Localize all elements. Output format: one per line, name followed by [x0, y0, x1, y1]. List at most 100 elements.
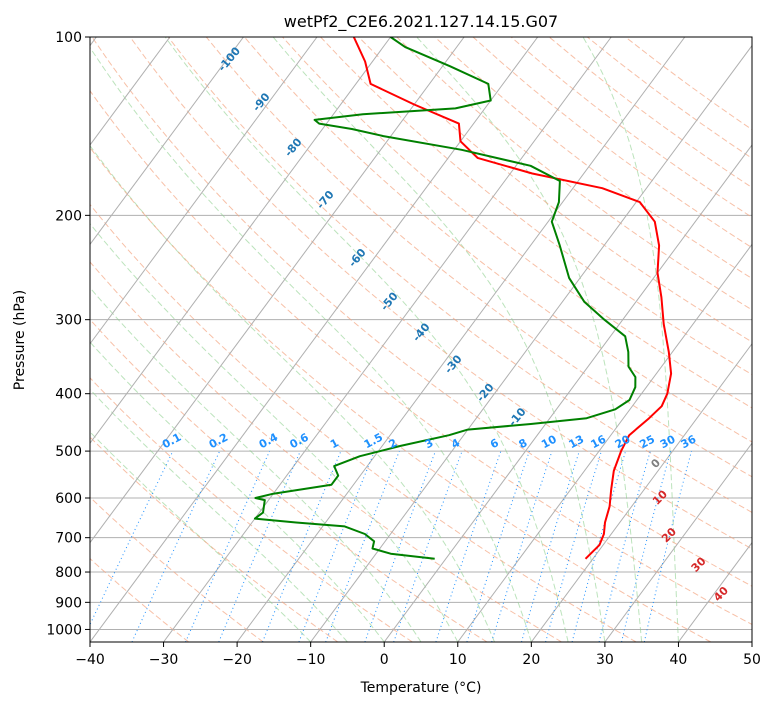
y-tick-label: 500 — [55, 444, 82, 460]
sounding-profiles — [253, 37, 673, 560]
y-axis-title: Pressure (hPa) — [12, 290, 28, 390]
mixing-ratio-line — [90, 450, 174, 626]
moist-adiabat-label: -30 — [442, 352, 465, 376]
moist-adiabat-line — [416, 37, 643, 642]
moist-adiabat-line — [90, 341, 385, 642]
y-tick-label: 600 — [55, 491, 82, 507]
x-tick-label: −40 — [75, 652, 105, 668]
moist-adiabat-label: -70 — [314, 188, 337, 212]
mixing-ratio-label: 25 — [637, 433, 657, 452]
dry-adiabat-line — [90, 261, 562, 642]
mixing-ratio-line — [393, 450, 463, 642]
moist-adiabat-line — [90, 144, 496, 642]
chart-title: wetPf2_C2E6.2021.127.14.15.G07 — [284, 12, 558, 32]
y-tick-label: 1000 — [46, 622, 82, 638]
dry-adiabat-line — [90, 557, 190, 642]
dry-adiabat-label: 10 — [650, 487, 670, 507]
isotherm-line — [236, 37, 686, 642]
isotherm-line — [90, 37, 244, 246]
isotherm-line — [457, 243, 752, 642]
mixing-ratio-label: 10 — [539, 432, 559, 451]
y-tick-label: 300 — [55, 313, 82, 329]
y-axis-ticks: 100 200 300 400 500 600 700 800 900 1000 — [46, 30, 90, 638]
plot-frame — [89, 36, 753, 643]
isotherm-line — [604, 442, 752, 642]
moist-adiabat-label: -20 — [474, 381, 497, 405]
isotherm-line — [90, 37, 171, 146]
dry-adiabat-line — [90, 90, 752, 626]
mixing-ratio-label: 13 — [567, 433, 587, 452]
mixing-ratio-line — [218, 450, 301, 642]
mixing-ratio-line — [491, 450, 553, 642]
moist-adiabat-label: -90 — [250, 90, 273, 114]
isotherm-line — [90, 37, 391, 445]
x-tick-label: 40 — [670, 652, 688, 668]
dry-adiabat-line — [472, 37, 752, 249]
mixing-ratio-line — [435, 450, 502, 642]
y-tick-label: 100 — [55, 30, 82, 46]
mixing-ratio-label: 6 — [488, 436, 501, 451]
y-tick-label: 200 — [55, 208, 82, 224]
moist-adiabat-line — [90, 222, 459, 642]
isotherm-line — [90, 37, 539, 642]
dry-adiabats — [90, 37, 752, 642]
mixing-ratio-line — [621, 450, 672, 642]
mixing-ratio-line — [643, 450, 692, 642]
mixing-ratio-label: 0.4 — [257, 430, 281, 451]
isotherm-line — [90, 37, 318, 345]
mixing-ratio-line — [466, 450, 530, 642]
dry-adiabat-line — [90, 146, 712, 642]
mixing-ratio-line — [298, 450, 376, 642]
mixing-ratio-label: 30 — [658, 432, 678, 451]
mixing-ratio-label: 0.2 — [207, 431, 230, 452]
dry-adiabat-line — [167, 37, 752, 513]
moist-adiabat-line — [582, 37, 679, 642]
moist-adiabat-line — [90, 46, 532, 642]
y-tick-label: 700 — [55, 531, 82, 547]
mixing-ratio-label: 1 — [328, 436, 341, 451]
moist-adiabat-line — [164, 37, 569, 642]
x-tick-label: −20 — [222, 652, 252, 668]
mixing-ratio-line — [521, 450, 580, 642]
dry-adiabat-line — [90, 203, 637, 642]
x-axis-ticks: −40 −30 −20 −10 0 10 20 30 40 50 — [75, 642, 761, 668]
dry-adiabat-line — [205, 37, 752, 478]
isotherm-line — [678, 541, 752, 642]
plot-area: 0.1 0.2 0.4 0.6 1 1.5 2 3 4 6 8 10 13 16 20 25 30 3601020… — [90, 37, 752, 642]
x-tick-label: 20 — [522, 652, 540, 668]
mixing-ratio-label: 1.5 — [362, 431, 385, 452]
isotherm-line — [310, 44, 752, 642]
x-axis-title: Temperature (°C) — [360, 680, 482, 696]
mixing-ratio-line — [571, 450, 627, 642]
dry-adiabat-line — [90, 377, 413, 642]
dry-adiabat-label: 40 — [711, 584, 731, 604]
moist-adiabat-label: -100 — [215, 44, 243, 74]
dry-adiabat-line — [548, 37, 752, 189]
mixing-ratio-line — [598, 450, 651, 642]
moist-adiabat-label: -60 — [346, 246, 369, 270]
skewed-isotherms — [90, 37, 752, 642]
dry-adiabat-line — [90, 496, 264, 642]
mixing-ratio-line — [325, 450, 400, 642]
dry-adiabat-line — [510, 37, 752, 218]
profile-line — [352, 37, 673, 560]
mixing-ratio-line — [262, 450, 342, 642]
y-tick-label: 400 — [55, 387, 82, 403]
isotherm-line — [751, 641, 752, 642]
moist-adiabat-line — [90, 287, 422, 642]
mixing-ratio-label: 36 — [679, 432, 699, 451]
mixing-ratio-label: 20 — [613, 432, 633, 451]
dry-adiabat-label: 20 — [659, 525, 679, 545]
mixing-ratio-label: 4 — [449, 436, 462, 451]
dry-adiabat-line — [129, 37, 752, 550]
mixing-ratio-line — [545, 450, 602, 642]
dry-adiabat-line — [91, 37, 752, 587]
y-tick-label: 800 — [55, 565, 82, 581]
profile-line — [253, 37, 637, 560]
dry-adiabat-line — [320, 37, 752, 376]
x-tick-label: 50 — [743, 652, 761, 668]
mixing-ratio-lines — [90, 450, 692, 642]
isotherm-line — [383, 144, 752, 642]
y-tick-label: 900 — [55, 595, 82, 611]
